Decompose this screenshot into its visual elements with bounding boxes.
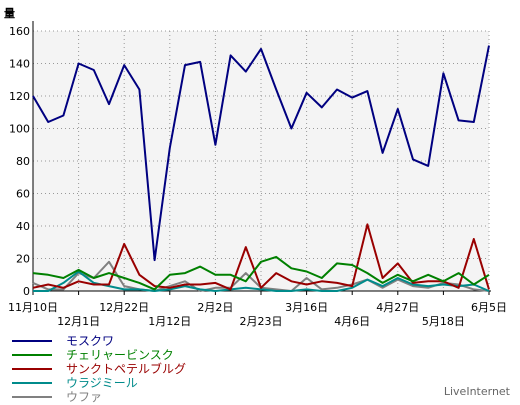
y-tick-label: 80 [16, 155, 30, 168]
x-tick-label: 11月10日 [8, 301, 58, 314]
x-tick-label: 12月22日 [99, 301, 149, 314]
legend-item: サンクトペテルブルグ [12, 362, 186, 376]
legend-item: ウファ [12, 390, 186, 404]
y-tick-label: 120 [9, 90, 30, 103]
y-axis-label: 量 [4, 7, 15, 20]
y-tick-label: 140 [9, 58, 30, 71]
x-tick-label: 2月23日 [240, 315, 283, 328]
x-tick-label: 6月5日 [471, 301, 507, 314]
legend-label: チェリャービンスク [66, 348, 174, 362]
y-tick-label: 0 [23, 285, 30, 298]
series-line [32, 223, 490, 291]
x-tick-label: 4月27日 [376, 301, 419, 314]
legend-swatch [12, 354, 52, 356]
y-tick-label: 100 [9, 123, 30, 136]
series-line [33, 270, 490, 292]
legend-swatch [12, 368, 52, 370]
y-tick-labels: 0 20 40 60 80 100 120 140 160 [9, 25, 30, 298]
x-tick-label: 5月18日 [422, 315, 465, 328]
footer-brand[interactable]: LiveInternet [443, 385, 510, 398]
legend-swatch [12, 382, 52, 384]
series-line [32, 255, 490, 291]
legend-label: ウラジミール [66, 376, 138, 390]
line-chart: 0 20 40 60 80 100 120 140 160 11月10日 12月22日 2月2日 3月… [4, 7, 507, 328]
x-tick-label: 4月6日 [334, 315, 370, 328]
y-tick-label: 60 [16, 188, 30, 201]
y-tick-label: 160 [9, 25, 30, 38]
y-tick-label: 40 [16, 220, 30, 233]
series-lines [32, 45, 490, 292]
series-line [32, 45, 490, 262]
legend-swatch [12, 396, 52, 398]
axes [32, 21, 491, 295]
legend-item: モスクワ [12, 334, 186, 348]
legend-label: モスクワ [66, 334, 115, 348]
legend-swatch [12, 340, 52, 342]
x-tick-label: 3月16日 [285, 301, 328, 314]
x-tick-label: 1月12日 [148, 315, 191, 328]
x-tick-label: 12月1日 [57, 315, 100, 328]
legend-item: チェリャービンスク [12, 348, 186, 362]
legend-item: ウラジミール [12, 376, 186, 390]
legend-label: ウファ [66, 390, 103, 404]
legend-label: サンクトペテルブルグ [66, 362, 187, 376]
x-tick-labels: 11月10日 12月22日 2月2日 3月16日 4月27日 6月5日 12月1日 1月12日… [8, 301, 507, 328]
x-tick-label: 2月2日 [197, 301, 233, 314]
y-tick-label: 20 [16, 253, 30, 266]
legend: モスクワ チェリャービンスク サンクトペテルブルグ ウラジミール ウファ [12, 334, 186, 404]
